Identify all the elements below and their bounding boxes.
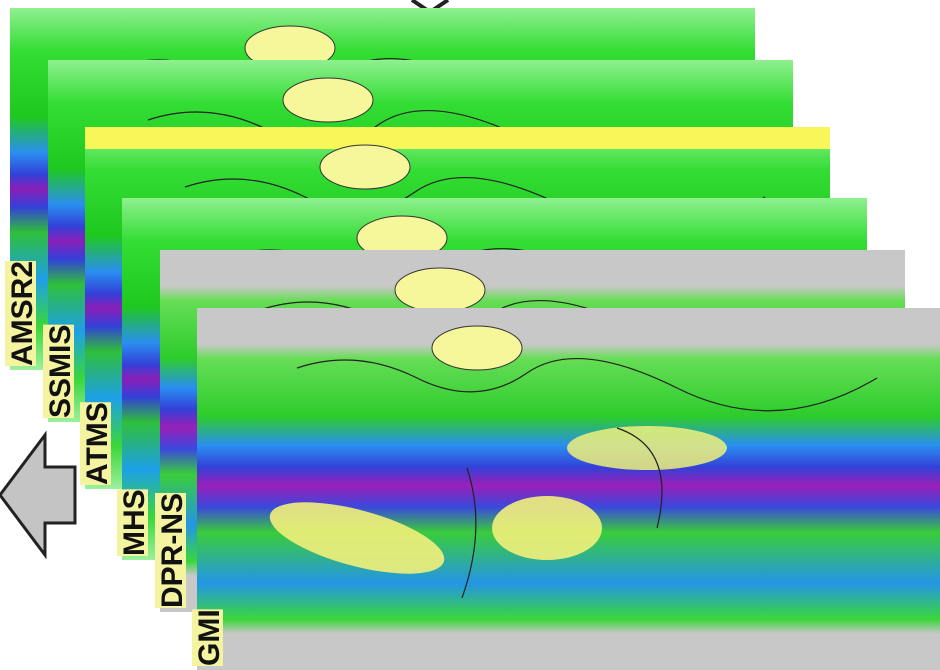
left-arrow [0,435,75,555]
greenland [283,78,373,122]
layer-label: ATMS [81,402,114,485]
layer-label: GMI [193,609,226,666]
layer-label: MHS [118,489,151,556]
layer-label: AMSR2 [6,261,39,366]
greenland [395,268,485,312]
figure: AMSR2SSMISATMSMHSDPR-NSGMI [0,0,940,670]
greenland [432,326,522,370]
desert [567,426,727,470]
greenland [320,145,410,189]
map-layer: GMI [192,308,940,670]
layer-label: DPR-NS [156,493,189,608]
top-band [85,127,830,149]
map-panel [197,308,940,670]
south-atlantic [492,496,602,560]
layer-label: SSMIS [44,325,77,418]
